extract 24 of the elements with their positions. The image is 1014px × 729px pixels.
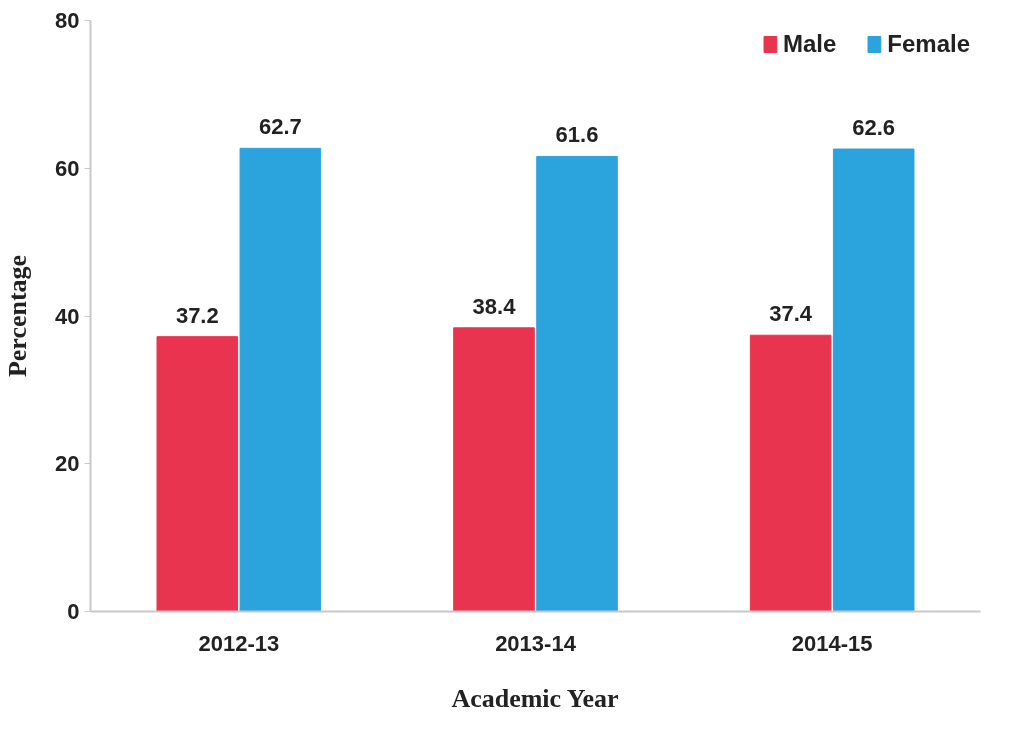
data-label: 37.4	[769, 301, 813, 327]
bar	[832, 148, 915, 612]
y-tick-label: 0	[67, 599, 80, 624]
x-tick-label: 2014-15	[791, 630, 873, 656]
legend-label: Male	[782, 30, 837, 58]
bar	[536, 155, 618, 612]
x-tick-label: 2013-14	[495, 630, 577, 656]
bar	[239, 147, 322, 612]
bar	[453, 327, 535, 612]
y-tick-label: 80	[55, 8, 80, 33]
data-label: 38.4	[472, 293, 517, 319]
y-tick-label: 20	[55, 451, 80, 477]
x-axis-title: Academic Year	[451, 683, 619, 713]
y-tick-label: 60	[55, 155, 80, 181]
y-axis-title: Percentage	[3, 254, 33, 378]
x-tick-label: 2012-13	[198, 630, 280, 656]
bar	[156, 336, 239, 612]
data-label: 62.7	[258, 114, 302, 140]
legend-label: Female	[887, 30, 970, 58]
y-tick-label: 40	[55, 303, 80, 329]
data-label: 61.6	[555, 122, 599, 148]
data-label: 62.6	[852, 115, 896, 141]
bar	[749, 334, 832, 612]
data-label: 37.2	[175, 302, 219, 328]
